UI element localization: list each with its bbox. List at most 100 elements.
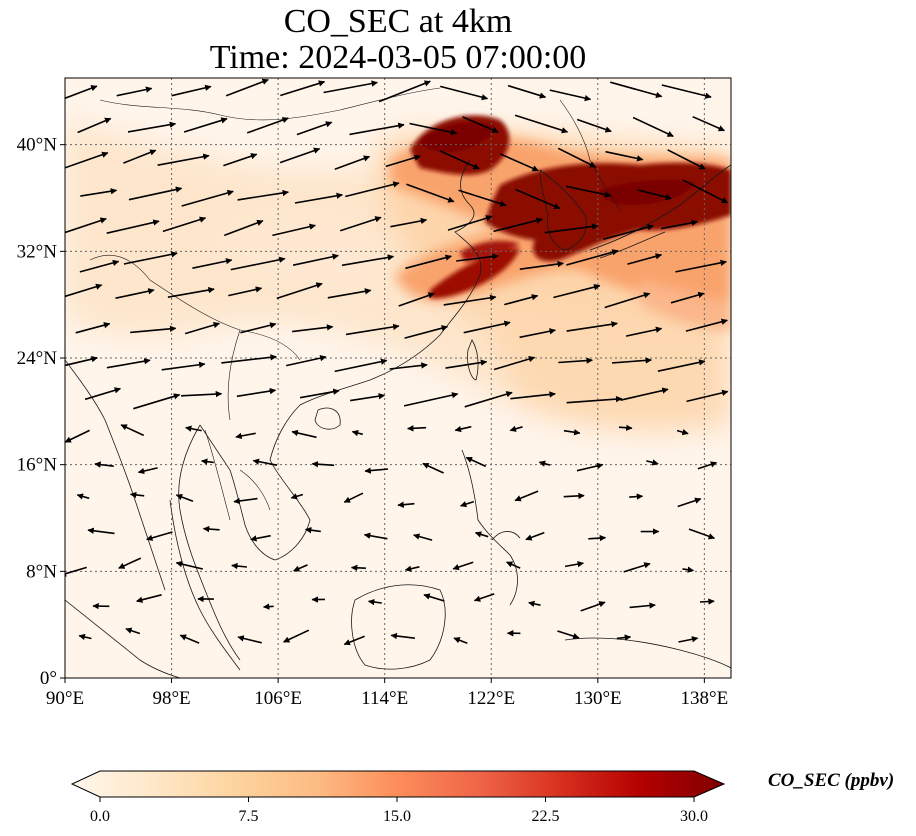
wind-vector-arrow — [184, 321, 221, 335]
wind-vector-arrow — [385, 154, 421, 168]
wind-vector-arrow — [563, 492, 585, 500]
lon-tick-label: 90°E — [46, 688, 84, 709]
map-subtitle-time: Time: 2024-03-05 07:00:00 — [209, 39, 587, 76]
wind-vector-arrow — [423, 593, 445, 602]
wind-vector-arrow — [463, 320, 511, 334]
wind-vector-arrow — [79, 259, 120, 273]
wind-vector-arrow — [299, 388, 340, 399]
wind-vector-arrow — [162, 216, 207, 233]
lon-tick-label: 106°E — [254, 688, 302, 709]
wind-vector-arrow — [459, 500, 475, 508]
wind-vector-arrow — [390, 632, 415, 640]
lat-tick-label: 16°N — [17, 455, 58, 476]
wind-vector-arrow — [120, 424, 145, 437]
lat-tick-label: 8°N — [26, 561, 57, 582]
wind-vector-arrow — [604, 292, 651, 309]
wind-vector-arrow — [290, 493, 304, 500]
wind-vector-arrow — [202, 525, 220, 533]
wind-vector-arrow — [632, 116, 674, 138]
wind-vector-arrow — [390, 217, 428, 228]
wind-vector-arrow — [223, 153, 258, 167]
wind-vector-arrow — [697, 461, 718, 470]
wind-vector-arrow — [544, 223, 599, 234]
wind-vector-arrow — [80, 188, 118, 197]
lon-tick-label: 138°E — [681, 688, 729, 709]
wind-vector-arrow — [106, 219, 160, 234]
wind-vector-arrow — [629, 602, 656, 609]
colorbar-ticks: 0.0 7.5 15.0 22.5 30.0 — [90, 797, 708, 825]
wind-vector-arrow — [350, 564, 366, 572]
wind-vector-arrow — [493, 355, 536, 371]
lat-tick-label: 0° — [40, 668, 57, 689]
wind-vector-arrow — [341, 254, 395, 267]
wind-vector-arrow — [286, 355, 327, 367]
wind-vector-arrow — [676, 428, 689, 436]
wind-vector-arrow — [292, 324, 334, 333]
colorbar-bar — [70, 770, 726, 798]
lon-tick-label: 122°E — [467, 688, 515, 709]
wind-vector-arrow — [345, 181, 400, 198]
wind-vector-arrow — [106, 358, 151, 369]
wind-vector-arrow — [65, 151, 109, 169]
wind-vector-arrow — [137, 467, 158, 475]
wind-vector-arrow — [688, 528, 716, 540]
wind-vector-arrow — [125, 627, 141, 635]
wind-vector-arrow — [609, 81, 663, 99]
wind-vector-arrow — [161, 361, 206, 371]
wind-vector-arrow — [364, 467, 389, 474]
wind-vector-arrow — [566, 249, 619, 266]
wind-vector-arrow — [576, 118, 612, 133]
wind-vector-arrow — [509, 425, 523, 432]
wind-vector-arrow — [77, 117, 112, 134]
wind-vector-arrow — [252, 458, 278, 466]
wind-vector-arrow — [179, 634, 200, 644]
wind-vector-arrow — [246, 117, 289, 134]
lon-tick-label: 114°E — [361, 688, 408, 709]
colorbar-label: CO_SEC (ppbv) — [768, 770, 895, 791]
wind-vector-arrow — [443, 294, 497, 306]
wind-vector-arrow — [675, 259, 727, 273]
wind-vector-arrow — [686, 389, 729, 403]
wind-vector-arrow — [272, 223, 316, 237]
wind-vector-arrow — [78, 633, 92, 641]
wind-vector-arrow — [678, 636, 699, 643]
wind-vector-arrow — [525, 531, 545, 541]
wind-vector-arrow — [566, 395, 623, 404]
wind-vector-arrow — [474, 531, 489, 538]
wind-vector-arrow — [625, 326, 663, 337]
wind-vector-arrow — [367, 598, 382, 606]
colorbar-tick-label: 22.5 — [532, 808, 560, 825]
wind-vector-arrow — [682, 566, 695, 573]
latitude-ticks: 0° 8°N 16°N 24°N 32°N 40°N — [17, 135, 65, 689]
wind-vector-arrow — [65, 283, 103, 298]
wind-vector-arrow — [458, 189, 507, 207]
wind-vector-arrow — [276, 282, 323, 300]
wind-vector-arrow — [618, 424, 633, 431]
wind-vector-arrow — [115, 288, 155, 299]
wind-vector-arrow — [250, 534, 271, 542]
wind-vector-arrow — [334, 358, 388, 373]
wind-vector-arrow — [146, 531, 173, 541]
wind-vector-arrow — [118, 557, 142, 569]
wind-vector-arrow — [228, 286, 263, 297]
wind-vector-arrow — [230, 256, 286, 271]
wind-vector-arrow — [129, 491, 145, 499]
wind-vector-arrow — [677, 497, 702, 508]
wind-vector-arrow — [339, 216, 382, 232]
colorbar-tick-label: 7.5 — [239, 808, 259, 825]
wind-vector-arrow — [661, 84, 712, 99]
wind-vector-arrow — [389, 362, 428, 370]
wind-vector-arrow — [519, 328, 556, 339]
wind-vector-arrow — [262, 603, 274, 610]
wind-vector-arrow — [231, 562, 247, 570]
wind-vector-arrow — [445, 359, 488, 369]
wind-vector-arrow — [294, 192, 343, 204]
wind-vector-arrow — [493, 217, 543, 233]
wind-vector-arrow — [557, 630, 580, 640]
wind-vector-arrow — [123, 251, 178, 265]
wind-vector-arrow — [225, 78, 269, 97]
wind-vector-arrow — [514, 490, 539, 502]
wind-vector-arrow — [563, 429, 581, 436]
wind-vector-arrow — [413, 533, 433, 541]
wind-vector-arrow — [175, 561, 203, 570]
